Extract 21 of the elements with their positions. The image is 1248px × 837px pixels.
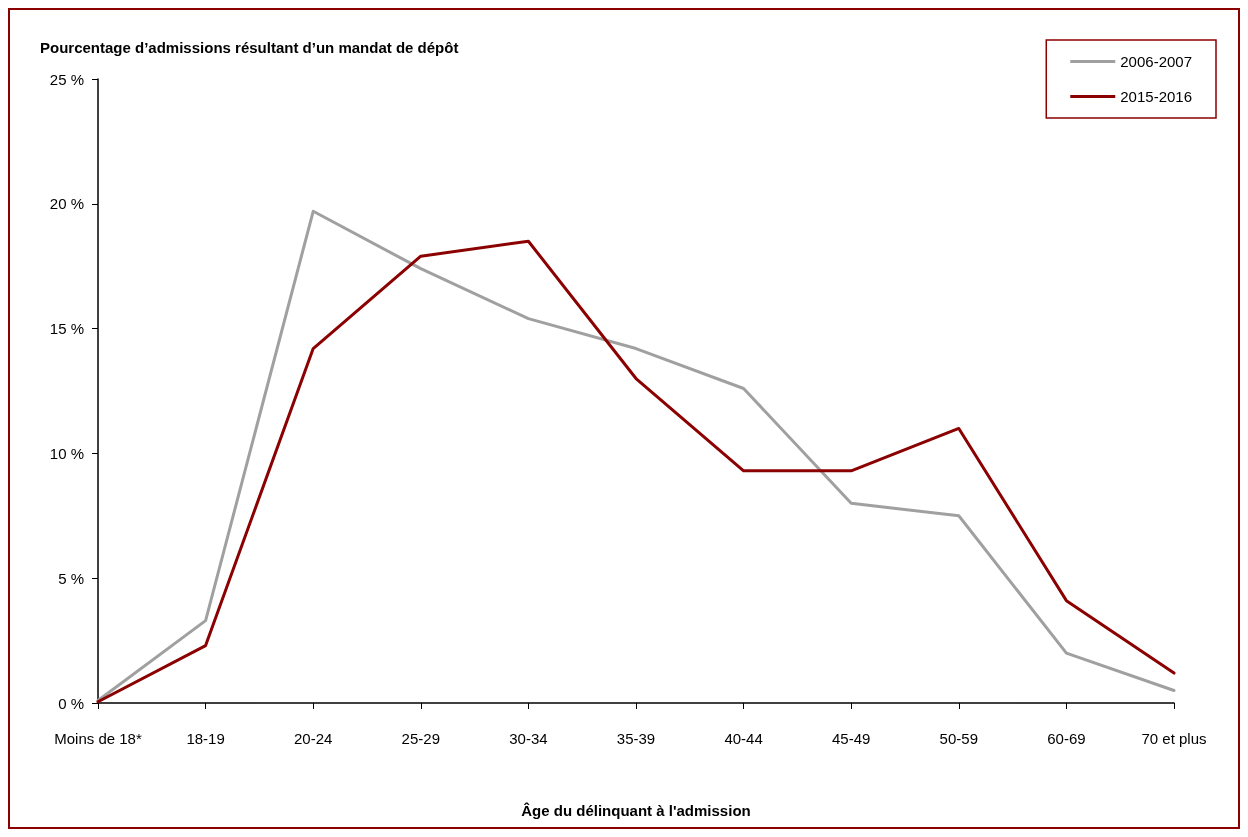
y-tick-label: 0 % — [58, 694, 84, 712]
x-tick-label: 18-19 — [186, 729, 225, 747]
x-tick-label: 70 et plus — [1141, 729, 1207, 747]
x-tick-label: Moins de 18* — [54, 729, 142, 747]
legend-label: 2015-2016 — [1120, 88, 1192, 105]
y-tick-label: 10 % — [49, 444, 84, 462]
x-tick-label: 45-49 — [832, 729, 871, 747]
x-tick-label: 40-44 — [724, 729, 763, 747]
x-tick-label: 60-69 — [1047, 729, 1086, 747]
x-axis-title: Âge du délinquant à l'admission — [521, 802, 751, 819]
x-tick-label: 20-24 — [294, 729, 333, 747]
legend-label: 2006-2007 — [1120, 53, 1192, 70]
y-tick-label: 15 % — [49, 320, 84, 338]
x-tick-label: 30-34 — [509, 729, 548, 747]
y-tick-label: 5 % — [58, 569, 84, 587]
y-tick-label: 25 % — [49, 70, 84, 88]
x-tick-label: 35-39 — [616, 729, 656, 747]
y-tick-label: 20 % — [49, 195, 84, 213]
x-tick-label: 50-59 — [939, 729, 978, 747]
x-tick-label: 25-29 — [401, 729, 440, 747]
chart-title: Pourcentage d’admissions résultant d’un mandat de dépôt — [40, 39, 459, 56]
